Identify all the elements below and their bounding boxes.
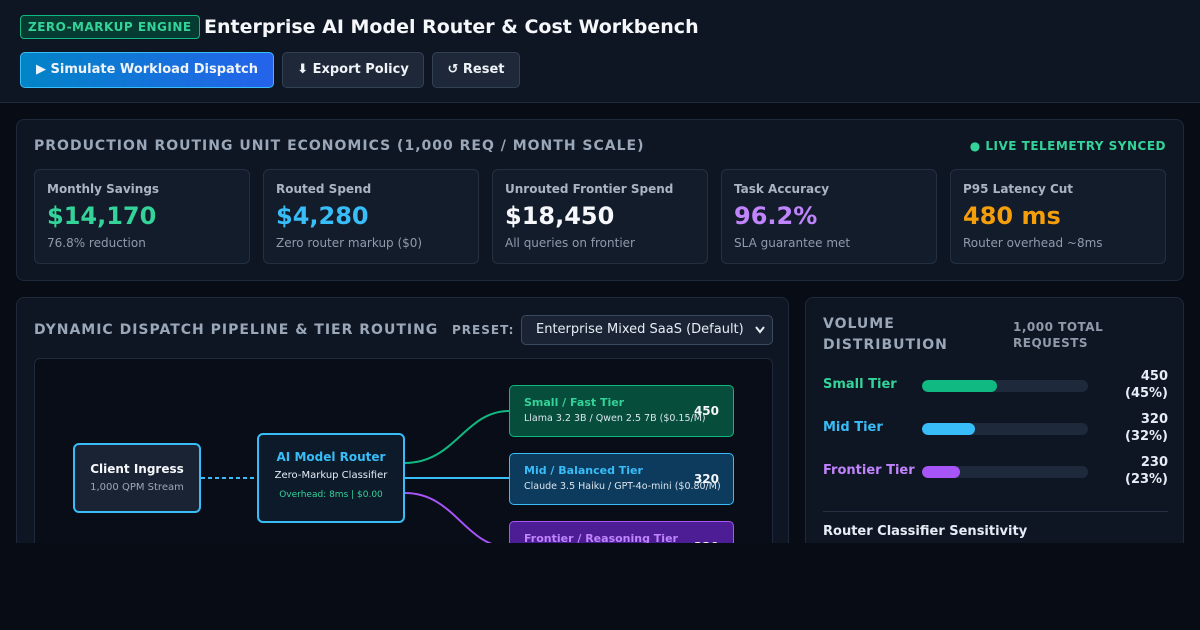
preset-selected-value: Enterprise Mixed SaaS (Default) [536, 322, 744, 337]
tier-name: Small / Fast Tier [524, 396, 625, 409]
small-tier-connector [404, 410, 510, 464]
tier-models: Claude 3.5 Haiku / GPT-4o-mini ($0.80/M) [524, 481, 721, 492]
volume-bar-track [922, 466, 1088, 478]
volume-row-label: Frontier Tier [823, 463, 915, 478]
metric-value: 96.2% [734, 202, 818, 230]
volume-row-count: 230 (23%) [1108, 454, 1168, 488]
app-title: Enterprise AI Model Router & Cost Workbe… [204, 16, 699, 38]
tier-name: Frontier / Reasoning Tier [524, 532, 678, 545]
volume-row-mid: Mid Tier 320 (32%) [823, 411, 1168, 445]
pipeline-canvas: Client Ingress 1,000 QPM Stream AI Model… [34, 358, 773, 558]
volume-row-label: Small Tier [823, 377, 897, 392]
sensitivity-title: Router Classifier Sensitivity [823, 524, 1028, 539]
client-node-title: Client Ingress [90, 462, 184, 476]
telemetry-status: ● LIVE TELEMETRY SYNCED [969, 139, 1166, 153]
volume-bar-fill [922, 380, 997, 392]
metric-label: Monthly Savings [47, 182, 160, 196]
volume-percent: (45%) [1125, 386, 1168, 401]
tier-models: Llama 3.2 3B / Qwen 2.5 7B ($0.15/M) [524, 413, 706, 424]
metric-label: Unrouted Frontier Spend [505, 182, 674, 196]
router-node-subtitle: Zero-Markup Classifier [274, 470, 388, 481]
metric-subtext: Router overhead ~8ms [963, 236, 1103, 250]
metric-card-routed-spend: Routed Spend $4,280 Zero router markup (… [263, 169, 479, 264]
metric-label: P95 Latency Cut [963, 182, 1074, 196]
volume-bar-track [922, 423, 1088, 435]
metric-subtext: 76.8% reduction [47, 236, 146, 250]
metric-card-unrouted-spend: Unrouted Frontier Spend $18,450 All quer… [492, 169, 708, 264]
volume-percent: (32%) [1125, 429, 1168, 444]
metric-card-monthly-savings: Monthly Savings $14,170 76.8% reduction [34, 169, 250, 264]
volume-bar-fill [922, 466, 961, 478]
metric-value: $18,450 [505, 202, 615, 230]
tier-node-small[interactable]: Small / Fast Tier Llama 3.2 3B / Qwen 2.… [509, 385, 734, 437]
reset-button[interactable]: ↺ Reset [432, 52, 520, 88]
top-header: ZERO-MARKUP ENGINE Enterprise AI Model R… [0, 0, 1200, 103]
unit-economics-title: Production Routing Unit Economics (1,000… [34, 138, 645, 154]
preset-label: PRESET: [452, 323, 515, 337]
volume-bar-fill [922, 423, 976, 435]
total-requests: 1,000 TOTAL REQUESTS [1013, 320, 1104, 350]
export-policy-button[interactable]: ⬇ Export Policy [282, 52, 424, 88]
unit-economics-panel: Production Routing Unit Economics (1,000… [16, 119, 1184, 281]
model-router-node[interactable]: AI Model Router Zero-Markup Classifier O… [257, 433, 405, 523]
tier-node-mid[interactable]: Mid / Balanced Tier Claude 3.5 Haiku / G… [509, 453, 734, 505]
metric-label: Task Accuracy [734, 182, 830, 196]
pipeline-title: Dynamic Dispatch Pipeline & Tier Routing [34, 322, 439, 338]
simulate-dispatch-button[interactable]: ▶ Simulate Workload Dispatch [20, 52, 274, 88]
metric-subtext: Zero router markup ($0) [276, 236, 423, 250]
tier-count: 320 [693, 472, 719, 486]
metric-value: $14,170 [47, 202, 157, 230]
tier-name: Mid / Balanced Tier [524, 464, 643, 477]
tier-count: 450 [693, 404, 719, 418]
preset-select[interactable]: Enterprise Mixed SaaS (Default) [521, 315, 773, 345]
volume-row-count: 320 (32%) [1108, 411, 1168, 445]
section-divider [823, 511, 1168, 512]
volume-row-label: Mid Tier [823, 420, 883, 435]
metric-value: 480 ms [963, 202, 1061, 230]
volume-title: Volume Distribution [823, 316, 948, 353]
volume-row-small: Small Tier 450 (45%) [823, 368, 1168, 402]
router-overhead: Overhead: 8ms | $0.00 [279, 490, 383, 500]
volume-percent: (23%) [1125, 472, 1168, 487]
volume-distribution-panel: Volume Distribution 1,000 TOTAL REQUESTS… [805, 297, 1184, 557]
volume-bar-track [922, 380, 1088, 392]
metric-card-task-accuracy: Task Accuracy 96.2% SLA guarantee met [721, 169, 937, 264]
volume-count: 450 [1140, 369, 1168, 384]
frontier-tier-connector [404, 492, 510, 548]
client-ingress-node[interactable]: Client Ingress 1,000 QPM Stream [73, 443, 201, 513]
page-background [0, 543, 1200, 630]
volume-count: 320 [1140, 412, 1168, 427]
metric-subtext: All queries on frontier [505, 236, 635, 250]
volume-row-count: 450 (45%) [1108, 368, 1168, 402]
client-node-subtitle: 1,000 QPM Stream [90, 482, 184, 493]
metric-label: Routed Spend [276, 182, 372, 196]
metric-card-latency-cut: P95 Latency Cut 480 ms Router overhead ~… [950, 169, 1166, 264]
metric-subtext: SLA guarantee met [734, 236, 851, 250]
volume-row-frontier: Frontier Tier 230 (23%) [823, 454, 1168, 488]
volume-count: 230 [1140, 455, 1168, 470]
metric-value: $4,280 [276, 202, 369, 230]
chevron-down-icon [754, 316, 766, 355]
router-node-title: AI Model Router [276, 450, 386, 464]
dispatch-pipeline-panel: Dynamic Dispatch Pipeline & Tier Routing… [16, 297, 789, 558]
engine-badge: ZERO-MARKUP ENGINE [20, 15, 200, 39]
